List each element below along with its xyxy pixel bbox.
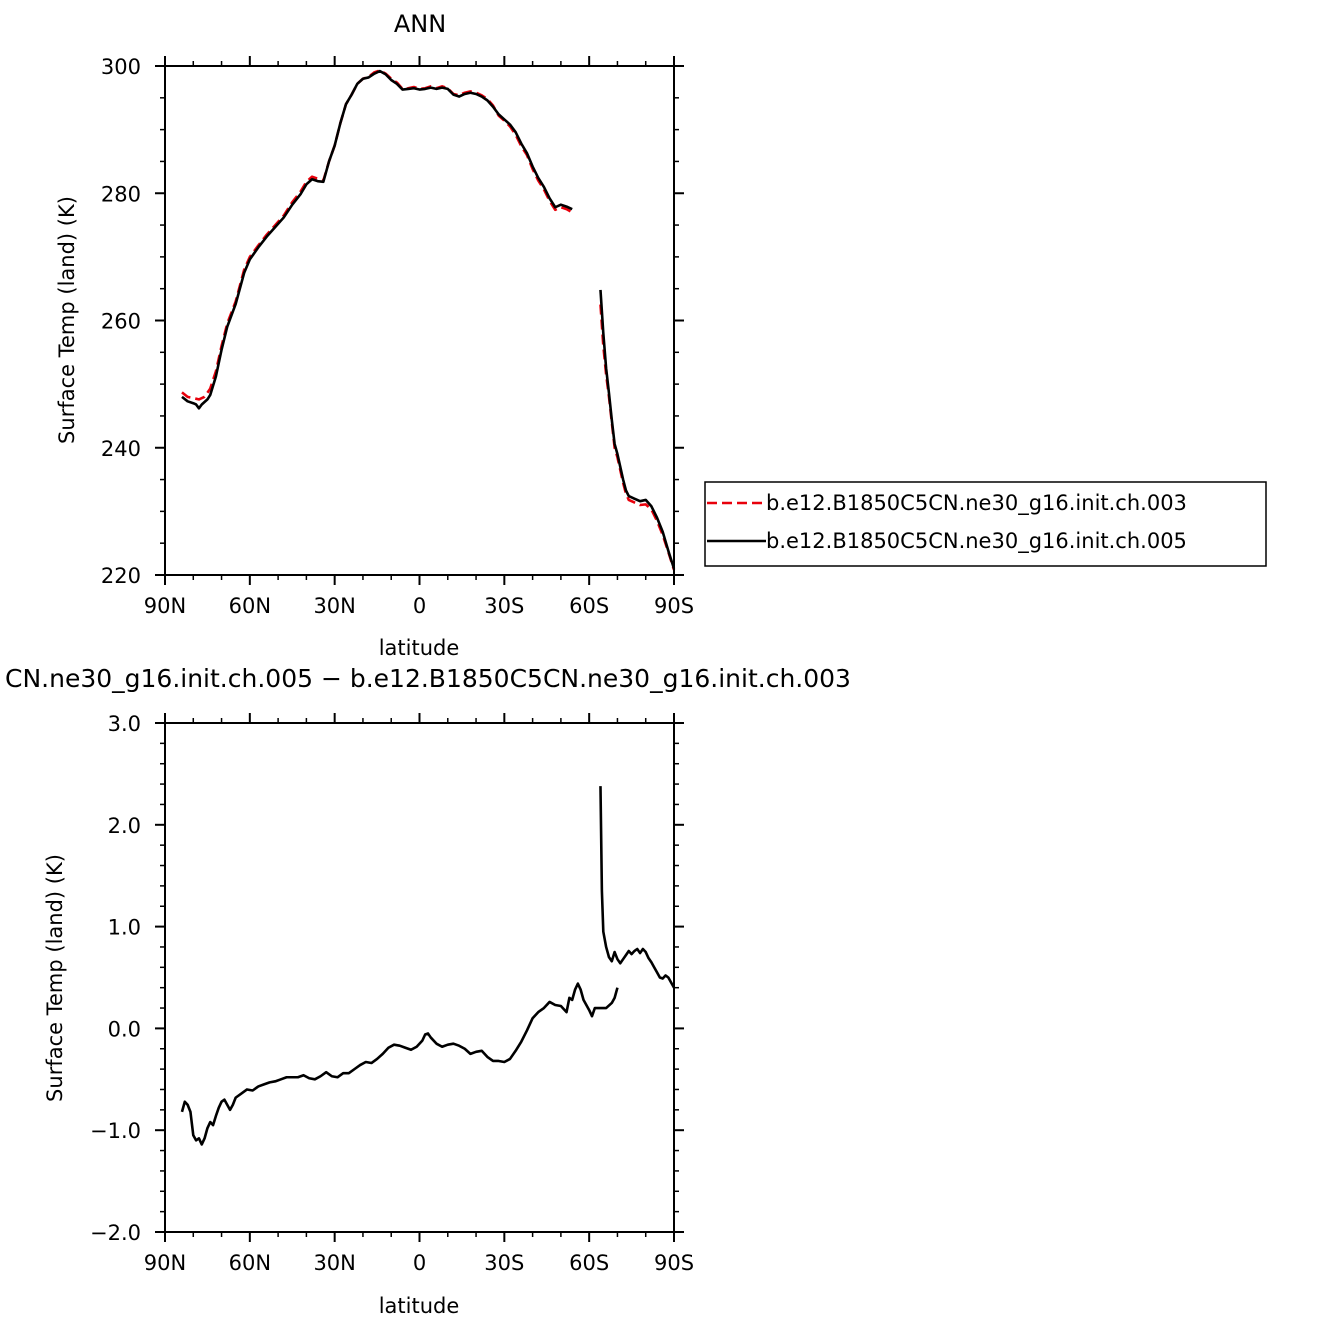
legend: b.e12.B1850C5CN.ne30_g16.init.ch.003 b.e… <box>704 481 1267 567</box>
bottom-x-tick-label-6: 90S <box>654 1251 694 1275</box>
bottom-y-tick-label-2: 1.0 <box>108 916 141 940</box>
top-y-tick-label-0: 300 <box>101 55 141 79</box>
top-x-tick-label-4: 30S <box>484 594 524 618</box>
top-series-2-line-segment-2 <box>599 289 676 570</box>
bottom-x-tick-label-3: 0 <box>413 1251 426 1275</box>
legend-box <box>704 481 1267 567</box>
bottom-plot-frame <box>164 722 675 1233</box>
top-panel-series <box>181 69 676 571</box>
bottom-x-tick-label-1: 60N <box>229 1251 271 1275</box>
bottom-panel: CN.ne30_g16.init.ch.005 − b.e12.B1850C5C… <box>5 664 851 1318</box>
bottom-x-tick-label-0: 90N <box>144 1251 186 1275</box>
top-x-tick-label-1: 60N <box>229 594 271 618</box>
bottom-panel-y-axis-label: Surface Temp (land) (K) <box>43 854 67 1102</box>
top-series-1-line-segment-1 <box>181 69 573 401</box>
legend-label-series-2: b.e12.B1850C5CN.ne30_g16.init.ch.005 <box>766 529 1187 554</box>
bottom-panel-axes: 90N 60N 30N 0 30S 60S 90S 3.0 2.0 1.0 0.0 −1.0 −2.0 <box>90 712 694 1275</box>
top-x-tick-label-5: 60S <box>569 594 609 618</box>
top-series-2-line-segment-1 <box>181 69 573 410</box>
bottom-x-tick-label-2: 30N <box>313 1251 355 1275</box>
bottom-panel-series <box>180 786 676 1146</box>
bottom-y-tick-label-3: 0.0 <box>108 1017 141 1041</box>
top-x-tick-label-6: 90S <box>654 594 694 618</box>
bottom-y-tick-label-5: −2.0 <box>90 1221 141 1245</box>
top-y-tick-label-4: 220 <box>101 564 141 588</box>
top-panel-x-axis-label: latitude <box>379 636 460 660</box>
bottom-x-tick-label-4: 30S <box>484 1251 524 1275</box>
top-panel-title: ANN <box>394 10 446 38</box>
legend-label-series-1: b.e12.B1850C5CN.ne30_g16.init.ch.003 <box>766 491 1187 516</box>
top-y-tick-label-1: 280 <box>101 182 141 206</box>
bottom-series-1-line-segment-2 <box>599 786 676 989</box>
bottom-series-1-line-segment-1 <box>180 982 619 1146</box>
bottom-y-tick-label-4: −1.0 <box>90 1119 141 1143</box>
top-x-tick-label-3: 0 <box>413 594 426 618</box>
top-x-tick-label-0: 90N <box>144 594 186 618</box>
top-plot-frame <box>164 65 675 576</box>
top-x-tick-label-2: 30N <box>313 594 355 618</box>
bottom-panel-title: CN.ne30_g16.init.ch.005 − b.e12.B1850C5C… <box>5 664 851 693</box>
bottom-y-tick-label-1: 2.0 <box>108 814 141 838</box>
top-panel-y-axis-label: Surface Temp (land) (K) <box>55 196 79 444</box>
top-panel: ANN 90N 60N 30N 0 30S 60S 90S 300 280 260 240 220 l… <box>55 10 1267 660</box>
bottom-panel-x-axis-label: latitude <box>379 1294 460 1318</box>
bottom-x-tick-label-5: 60S <box>569 1251 609 1275</box>
bottom-y-tick-label-0: 3.0 <box>108 712 141 736</box>
top-y-tick-label-3: 240 <box>101 437 141 461</box>
top-panel-axes: 90N 60N 30N 0 30S 60S 90S 300 280 260 240 220 <box>101 55 694 618</box>
top-y-tick-label-2: 260 <box>101 310 141 334</box>
